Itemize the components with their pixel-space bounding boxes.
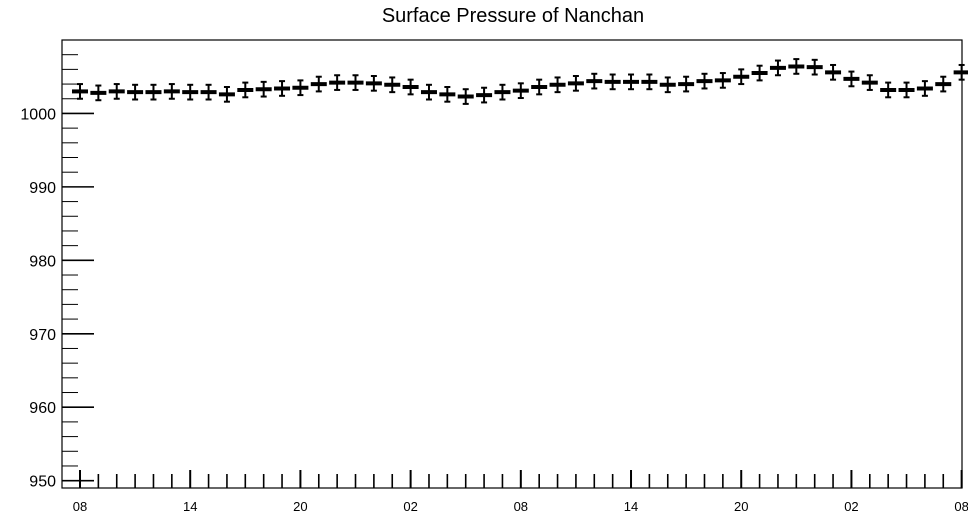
data-point: [200, 83, 217, 101]
axis-ticks: [62, 54, 963, 488]
y-tick-label: 990: [29, 180, 56, 197]
data-point: [751, 64, 768, 82]
data-point: [274, 80, 291, 97]
x-tick-label: 14: [183, 499, 197, 514]
y-tick-label: 960: [29, 400, 56, 417]
data-point: [218, 86, 235, 103]
data-point: [531, 78, 548, 96]
data-point: [843, 70, 860, 88]
plot-frame: [61, 39, 963, 489]
chart-title: Surface Pressure of Nanchan: [382, 5, 644, 27]
y-tick-label: 980: [29, 253, 56, 270]
data-point: [604, 73, 621, 91]
data-point: [696, 72, 713, 90]
data-point: [806, 58, 823, 76]
data-point: [476, 86, 493, 104]
x-tick-label: 08: [954, 499, 968, 514]
data-point: [72, 83, 88, 100]
data-point: [182, 83, 199, 101]
data-point: [90, 84, 107, 102]
data-point: [384, 76, 401, 94]
data-point: [678, 75, 695, 93]
data-point: [623, 73, 640, 91]
data-point: [365, 74, 382, 92]
data-point: [145, 83, 162, 101]
data-point: [310, 75, 327, 93]
data-point: [659, 76, 676, 94]
data-point: [108, 83, 125, 100]
data-points: [72, 58, 968, 105]
data-point: [641, 73, 658, 91]
data-point: [825, 63, 842, 81]
data-point: [935, 75, 952, 93]
data-point: [898, 81, 915, 99]
data-point: [457, 88, 474, 105]
data-point: [402, 78, 419, 96]
y-tick-label: 950: [29, 474, 56, 491]
x-tick-label: 08: [514, 499, 528, 514]
data-point: [733, 68, 750, 86]
data-point: [127, 83, 144, 101]
x-tick-label: 02: [403, 499, 417, 514]
data-point: [916, 80, 933, 97]
data-point: [586, 72, 603, 90]
data-point: [292, 79, 309, 97]
data-point: [494, 83, 511, 101]
data-point: [880, 81, 897, 99]
data-point: [237, 81, 254, 99]
x-tick-label: 02: [844, 499, 858, 514]
data-point: [163, 83, 180, 100]
data-point: [347, 74, 364, 91]
data-point: [861, 74, 878, 91]
data-point: [255, 80, 272, 98]
x-tick-label: 08: [73, 499, 87, 514]
data-point: [439, 86, 456, 103]
axis-tick-labels: 950 960 970 980 990 1000 08 14 20 02 08 14 20 02 08: [20, 106, 968, 514]
data-point: [420, 83, 437, 101]
x-tick-label: 20: [734, 499, 748, 514]
data-point: [329, 74, 346, 91]
data-point: [512, 82, 529, 100]
data-point: [567, 74, 584, 92]
y-tick-label: 1000: [20, 106, 56, 123]
data-point: [769, 59, 786, 77]
x-tick-label: 14: [624, 499, 638, 514]
data-point: [788, 58, 805, 75]
x-tick-label: 20: [293, 499, 307, 514]
data-point: [714, 72, 731, 89]
y-tick-label: 970: [29, 327, 56, 344]
data-point: [953, 63, 968, 81]
data-point: [549, 76, 566, 94]
